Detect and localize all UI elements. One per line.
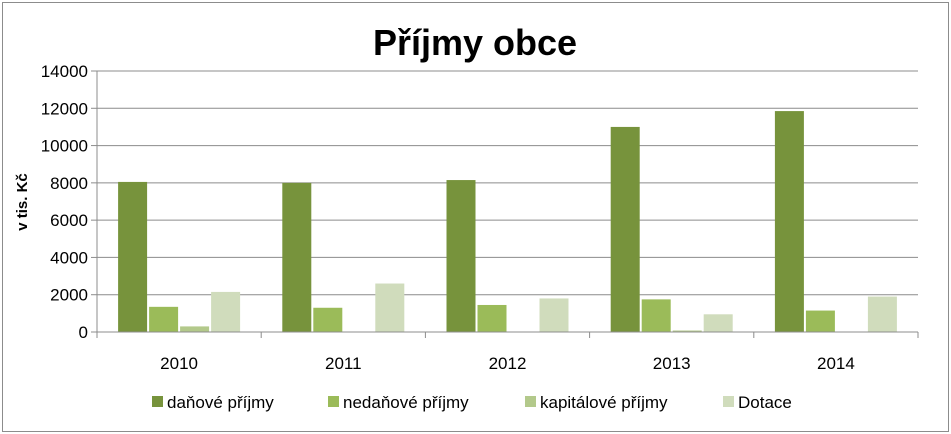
legend-label: nedaňové příjmy — [343, 393, 469, 412]
x-tick-label: 2012 — [489, 354, 527, 373]
bar-3-1 — [375, 283, 405, 332]
bar-2-3 — [672, 330, 702, 332]
bar-0-4 — [774, 111, 804, 332]
bars-group — [118, 111, 897, 332]
bar-0-2 — [446, 180, 476, 332]
bar-2-0 — [180, 326, 210, 332]
axes — [96, 71, 918, 333]
y-tick-label: 0 — [79, 323, 88, 342]
bar-3-4 — [867, 296, 897, 332]
x-tick-label: 2013 — [653, 354, 691, 373]
legend-swatch — [328, 396, 339, 407]
bar-0-1 — [282, 182, 312, 332]
legend-label: daňové příjmy — [167, 393, 274, 412]
bar-1-3 — [641, 299, 671, 332]
bar-3-3 — [703, 314, 733, 332]
x-tick-label: 2010 — [160, 354, 198, 373]
legend-swatch — [525, 396, 536, 407]
y-tick-label: 14000 — [41, 62, 88, 81]
x-tick-label: 2011 — [325, 354, 362, 373]
legend-label: kapitálové příjmy — [540, 393, 668, 412]
y-tick-label: 2000 — [50, 286, 88, 305]
bar-1-0 — [149, 306, 179, 332]
legend-swatch — [723, 396, 734, 407]
chart-title: Příjmy obce — [373, 22, 577, 63]
y-tick-label: 10000 — [41, 137, 88, 156]
legend: daňové příjmy nedaňové příjmy kapitálové p… — [152, 393, 792, 412]
legend-swatch — [152, 396, 163, 407]
bar-1-4 — [805, 310, 835, 332]
y-tick-label: 4000 — [50, 248, 88, 267]
y-tick-label: 12000 — [41, 99, 88, 118]
bar-3-0 — [211, 291, 241, 332]
y-axis-label: v tis. Kč — [14, 173, 31, 231]
bar-0-3 — [610, 126, 640, 332]
x-tick-label: 2014 — [817, 354, 855, 373]
x-axis-ticks: 2010 2011 2012 2013 2014 — [96, 332, 919, 373]
bar-3-2 — [539, 298, 569, 332]
bar-1-1 — [313, 307, 343, 332]
bar-1-2 — [477, 304, 507, 332]
y-tick-label: 8000 — [50, 174, 88, 193]
legend-label: Dotace — [738, 393, 792, 412]
bar-0-0 — [118, 181, 148, 332]
y-tick-label: 6000 — [50, 211, 88, 230]
y-axis-ticks: 0 2000 4000 6000 8000 10000 12000 14000 — [41, 62, 97, 342]
